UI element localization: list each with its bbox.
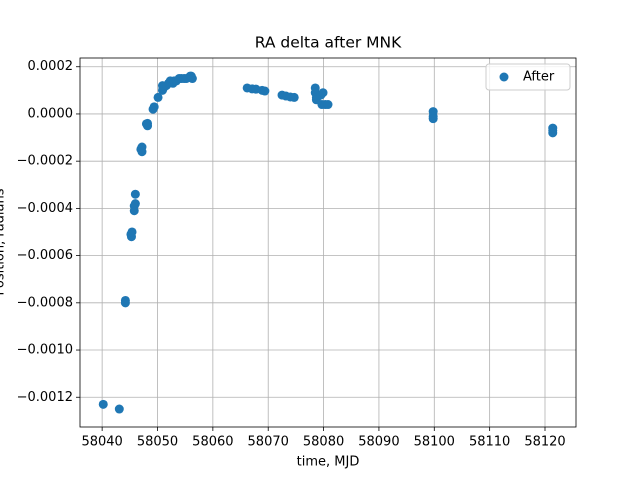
x-tick-label: 58120 [524, 435, 565, 450]
y-tick-label: −0.0012 [17, 390, 73, 405]
y-tick-label: 0.0000 [28, 106, 74, 121]
x-tick-label: 58080 [303, 435, 344, 450]
point [289, 92, 299, 102]
point [127, 227, 137, 237]
point [129, 206, 139, 216]
point [98, 399, 108, 409]
point [130, 199, 140, 209]
x-tick-label: 58040 [81, 435, 122, 450]
x-tick-label: 58090 [358, 435, 399, 450]
point [141, 119, 151, 129]
legend-marker [499, 72, 509, 82]
legend-label: After [523, 70, 555, 85]
x-tick-label: 58110 [469, 435, 510, 450]
point [428, 114, 438, 124]
point [136, 144, 146, 154]
point [318, 88, 328, 98]
y-tick-label: −0.0010 [17, 343, 73, 358]
x-tick-label: 58050 [137, 435, 178, 450]
y-tick-label: −0.0004 [17, 201, 73, 216]
y-tick-label: −0.0008 [17, 295, 73, 310]
plot-frame [79, 57, 577, 428]
y-axis-label: Position, radians [0, 188, 8, 295]
point [120, 298, 130, 308]
y-tick-label: 0.0002 [28, 59, 74, 74]
point [260, 86, 270, 96]
legend-box [485, 63, 571, 91]
y-tick-label: −0.0002 [17, 154, 73, 169]
chart-title: RA delta after MNK [255, 34, 402, 52]
x-axis-label: time, MJD [297, 455, 360, 470]
x-tick-label: 58070 [248, 435, 289, 450]
point [130, 189, 140, 199]
y-tick-label: −0.0006 [17, 248, 73, 263]
point [548, 128, 558, 138]
point [323, 100, 333, 110]
x-tick-label: 58100 [414, 435, 455, 450]
point [153, 92, 163, 102]
x-tick-label: 58060 [192, 435, 233, 450]
point [149, 102, 159, 112]
point [114, 404, 124, 414]
point [187, 74, 197, 84]
